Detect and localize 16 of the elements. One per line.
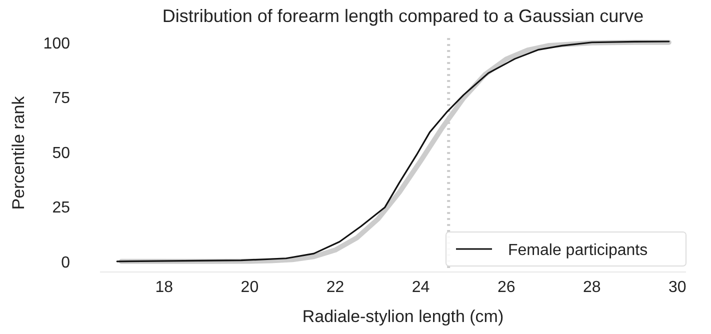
- chart-title: Distribution of forearm length compared to a Gaussian curve: [162, 6, 644, 26]
- x-axis-title: Radiale-stylion length (cm): [302, 307, 504, 326]
- y-tick-label: 50: [52, 144, 70, 162]
- y-axis-title: Percentile rank: [9, 96, 28, 210]
- x-tick-label: 18: [155, 279, 174, 296]
- y-tick-label: 75: [52, 90, 70, 108]
- legend-label: Female participants: [508, 242, 648, 259]
- x-tick-label: 26: [497, 279, 516, 296]
- x-tick-label: 24: [412, 279, 430, 296]
- x-tick-label: 28: [583, 279, 601, 296]
- y-tick-label: 25: [52, 200, 70, 217]
- x-tick-label: 20: [240, 279, 259, 296]
- x-tick-label: 22: [326, 279, 344, 296]
- x-tick-label: 30: [668, 279, 686, 296]
- y-tick-label: 100: [43, 35, 70, 52]
- y-tick-label: 0: [61, 254, 70, 272]
